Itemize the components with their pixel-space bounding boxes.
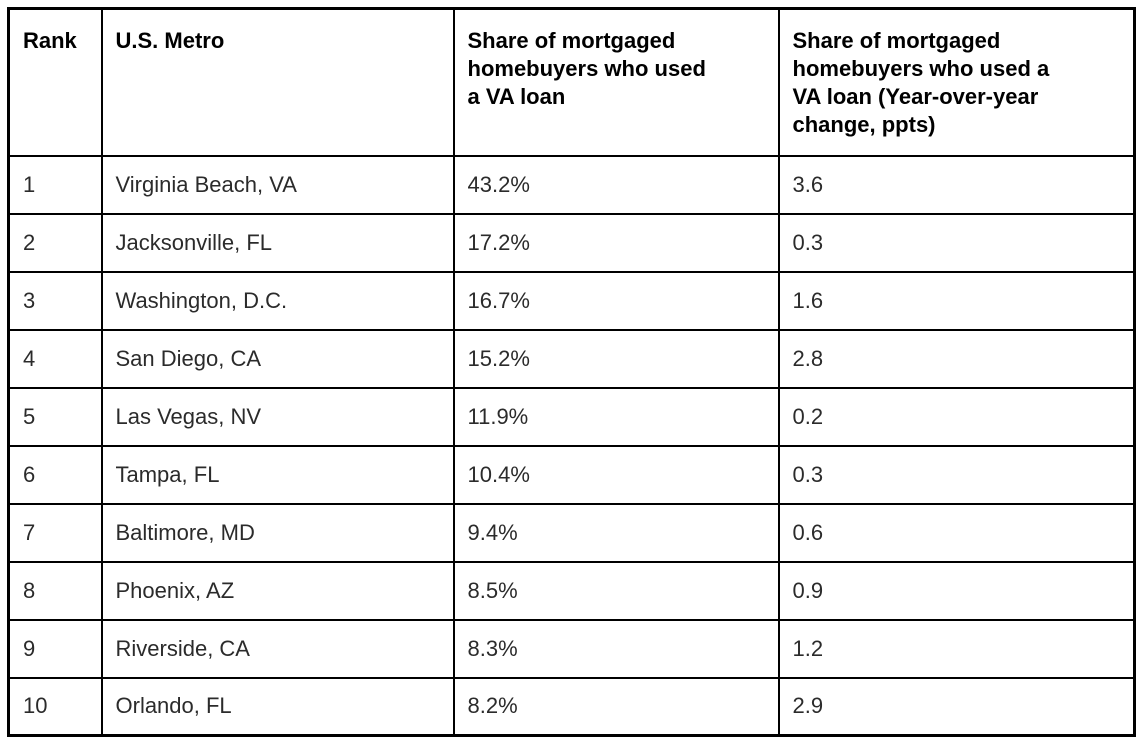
table-row: 8 Phoenix, AZ 8.5% 0.9 [7,560,1136,621]
cell-metro: Jacksonville, FL [100,212,455,273]
cell-metro: Las Vegas, NV [100,386,455,447]
va-loan-rank-table: Rank U.S. Metro Share of mortgaged homeb… [7,7,1136,737]
cell-share: 10.4% [452,444,780,505]
cell-share: 16.7% [452,270,780,331]
cell-share: 43.2% [452,154,780,215]
cell-metro: Phoenix, AZ [100,560,455,621]
cell-rank: 9 [7,618,103,679]
table-header-row: Rank U.S. Metro Share of mortgaged homeb… [7,7,1136,157]
cell-yoy: 1.2 [777,618,1136,679]
table-row: 10 Orlando, FL 8.2% 2.9 [7,676,1136,737]
cell-rank: 4 [7,328,103,389]
header-cell-metro: U.S. Metro [100,7,455,157]
cell-rank: 5 [7,386,103,447]
cell-metro: Virginia Beach, VA [100,154,455,215]
table-row: 6 Tampa, FL 10.4% 0.3 [7,444,1136,505]
cell-metro: Washington, D.C. [100,270,455,331]
cell-metro: Baltimore, MD [100,502,455,563]
cell-share: 8.3% [452,618,780,679]
cell-rank: 7 [7,502,103,563]
header-cell-yoy: Share of mortgaged homebuyers who used a… [777,7,1136,157]
table-row: 2 Jacksonville, FL 17.2% 0.3 [7,212,1136,273]
cell-share: 15.2% [452,328,780,389]
cell-rank: 1 [7,154,103,215]
cell-yoy: 2.8 [777,328,1136,389]
cell-share: 8.2% [452,676,780,737]
table-row: 4 San Diego, CA 15.2% 2.8 [7,328,1136,389]
table-row: 5 Las Vegas, NV 11.9% 0.2 [7,386,1136,447]
cell-yoy: 0.2 [777,386,1136,447]
cell-metro: Tampa, FL [100,444,455,505]
table-row: 3 Washington, D.C. 16.7% 1.6 [7,270,1136,331]
cell-yoy: 3.6 [777,154,1136,215]
cell-yoy: 0.3 [777,212,1136,273]
cell-share: 9.4% [452,502,780,563]
cell-share: 17.2% [452,212,780,273]
cell-rank: 2 [7,212,103,273]
cell-yoy: 0.3 [777,444,1136,505]
header-cell-share: Share of mortgaged homebuyers who used a… [452,7,780,157]
cell-yoy: 0.6 [777,502,1136,563]
cell-rank: 3 [7,270,103,331]
header-cell-rank: Rank [7,7,103,157]
cell-yoy: 2.9 [777,676,1136,737]
cell-yoy: 0.9 [777,560,1136,621]
table-row: 7 Baltimore, MD 9.4% 0.6 [7,502,1136,563]
table-row: 9 Riverside, CA 8.3% 1.2 [7,618,1136,679]
cell-share: 11.9% [452,386,780,447]
cell-rank: 8 [7,560,103,621]
cell-rank: 6 [7,444,103,505]
cell-rank: 10 [7,676,103,737]
table-row: 1 Virginia Beach, VA 43.2% 3.6 [7,154,1136,215]
cell-metro: Riverside, CA [100,618,455,679]
cell-share: 8.5% [452,560,780,621]
cell-metro: Orlando, FL [100,676,455,737]
cell-metro: San Diego, CA [100,328,455,389]
cell-yoy: 1.6 [777,270,1136,331]
